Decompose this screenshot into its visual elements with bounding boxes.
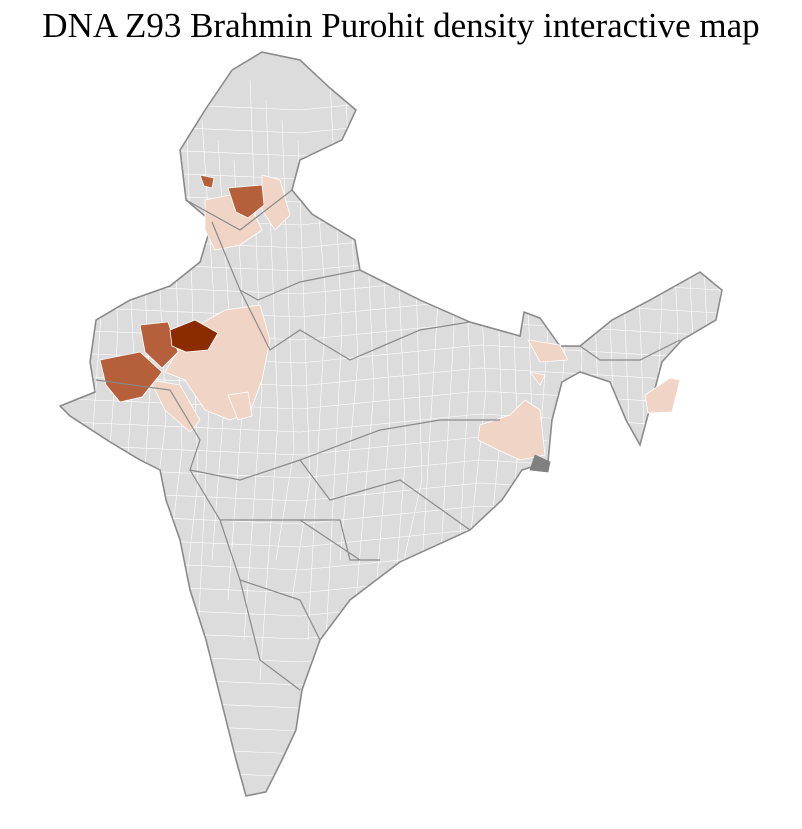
district-medium-density[interactable] [139,321,179,369]
district-medium-density[interactable] [199,174,215,189]
state-border [185,189,293,231]
sundarbans-area [529,454,551,473]
district-low-density[interactable] [529,371,546,386]
state-border [579,339,681,361]
district-low-density[interactable] [644,377,681,414]
district-medium-density[interactable] [99,351,163,403]
district-border [69,367,721,387]
district-medium-density[interactable] [227,184,265,219]
district-high-density[interactable] [169,319,219,353]
state-border [95,379,500,481]
state-border [211,221,361,301]
district-border [243,79,263,641]
district-border [291,139,311,601]
district-low-density[interactable] [227,391,253,421]
map-title: DNA Z93 Brahmin Purohit density interact… [42,6,760,45]
district-low-density[interactable] [477,399,546,461]
state-border [219,519,321,641]
state-border [239,289,471,361]
state-border [189,469,361,561]
state-border [299,459,471,531]
state-border [239,579,301,691]
state-border [300,519,380,561]
district-low-density[interactable] [527,339,569,363]
